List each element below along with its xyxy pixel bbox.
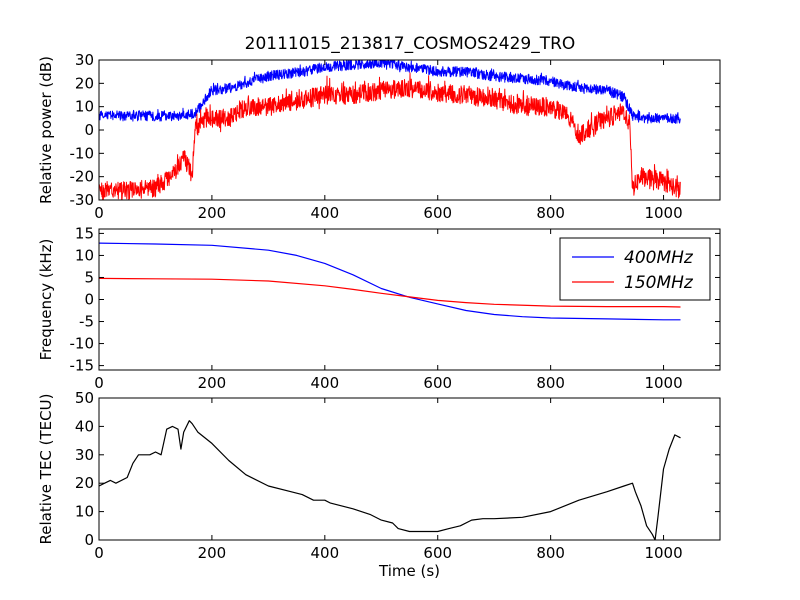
x-tick-label: 1000 [644,544,682,562]
legend-entry: 150MHz [624,273,694,293]
x-tick-label: 400 [310,374,339,392]
y-tick-label: 20 [75,74,94,92]
axes-frame [98,397,721,541]
y-tick-label: 0 [84,121,94,139]
x-tick-label: 200 [198,544,227,562]
legend-entry: 400MHz [624,248,694,268]
y-tick-label: 40 [75,417,94,435]
x-tick-label: 400 [310,544,339,562]
y-tick-label: 20 [75,474,94,492]
y-tick-label: 50 [75,389,94,407]
y-tick-label: 30 [75,51,94,69]
legend: 400MHz 150MHz [559,237,711,301]
power-panel: 0 200 400 600 800 1000 -30 -20 -10 0 10 20 30 Relativ… [37,51,721,222]
y-tick-label: -30 [70,191,95,209]
series-line-0-1 [99,72,681,200]
y-tick-label: -5 [79,313,94,331]
x-tick-label: 800 [536,544,565,562]
y-tick-label: 15 [75,224,94,242]
x-tick-label: 200 [198,204,227,222]
y-tick-label: 0 [84,531,94,549]
x-tick-label: 800 [536,374,565,392]
y-tick-label: 10 [75,246,94,264]
x-tick-label: 1000 [644,204,682,222]
tec-panel: 0 200 400 600 800 1000 0 10 20 30 40 50 Relative TEC… [37,389,721,580]
y-tick-label: 10 [75,98,94,116]
y-tick-label: 10 [75,503,94,521]
y-tick-label: 30 [75,446,94,464]
y-tick-label: -15 [70,357,95,375]
x-tick-label: 800 [536,204,565,222]
series-line-1-1 [99,277,681,308]
x-tick-label: 600 [423,544,452,562]
x-tick-label: 0 [94,374,104,392]
y-tick-label: 0 [84,291,94,309]
x-tick-label: 0 [94,204,104,222]
y-axis-label: Relative TEC (TECU) [37,394,55,545]
x-tick-label: 400 [310,204,339,222]
y-tick-label: -10 [70,335,95,353]
x-tick-label: 600 [423,374,452,392]
x-tick-label: 1000 [644,374,682,392]
x-tick-label: 200 [198,374,227,392]
figure-title: 20111015_213817_COSMOS2429_TRO [245,34,576,54]
y-tick-label: -10 [70,144,95,162]
x-axis-label: Time (s) [378,562,440,580]
x-tick-label: 600 [423,204,452,222]
frequency-panel: 0 200 400 600 800 1000 -15 -10 -5 0 5 10 15 Frequency… [37,224,721,392]
y-axis-label: Frequency (kHz) [37,239,55,361]
series-line-2-0 [99,420,681,540]
y-tick-label: 5 [84,268,94,286]
series-line-0-0 [99,60,681,124]
x-tick-label: 0 [94,544,104,562]
y-axis-label: Relative power (dB) [37,56,55,204]
y-tick-label: -20 [70,168,95,186]
